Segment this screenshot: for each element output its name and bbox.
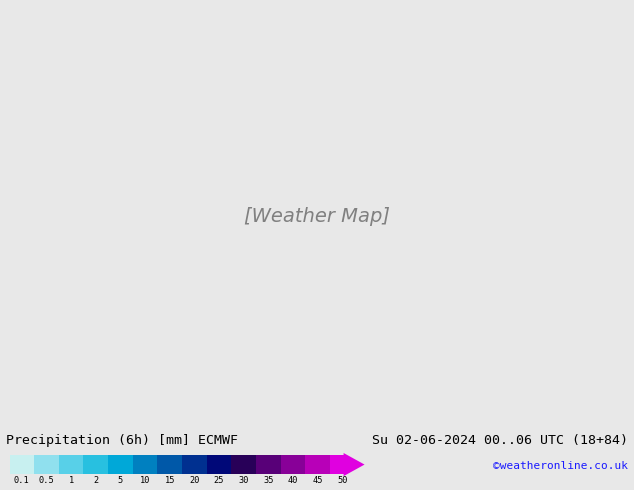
Text: 25: 25 xyxy=(214,475,224,485)
Text: 2: 2 xyxy=(93,475,98,485)
Text: 20: 20 xyxy=(189,475,200,485)
Text: Su 02-06-2024 00..06 UTC (18+84): Su 02-06-2024 00..06 UTC (18+84) xyxy=(372,434,628,447)
Bar xyxy=(207,455,231,474)
Text: [Weather Map]: [Weather Map] xyxy=(244,207,390,225)
Text: Precipitation (6h) [mm] ECMWF: Precipitation (6h) [mm] ECMWF xyxy=(6,434,238,447)
Text: 35: 35 xyxy=(263,475,274,485)
Bar xyxy=(59,455,84,474)
Bar xyxy=(256,455,281,474)
Text: 5: 5 xyxy=(118,475,123,485)
Text: 0.5: 0.5 xyxy=(39,475,55,485)
Bar xyxy=(281,455,306,474)
Bar xyxy=(133,455,157,474)
Text: 30: 30 xyxy=(238,475,249,485)
Bar xyxy=(231,455,256,474)
Bar xyxy=(10,455,34,474)
Bar xyxy=(157,455,182,474)
Bar xyxy=(330,455,344,474)
Text: 15: 15 xyxy=(164,475,175,485)
Bar xyxy=(34,455,59,474)
Text: 10: 10 xyxy=(140,475,150,485)
Bar xyxy=(306,455,330,474)
Polygon shape xyxy=(344,453,365,476)
Text: 45: 45 xyxy=(313,475,323,485)
Text: 0.1: 0.1 xyxy=(14,475,30,485)
Text: 1: 1 xyxy=(68,475,74,485)
Bar xyxy=(182,455,207,474)
Text: 50: 50 xyxy=(337,475,347,485)
Text: 40: 40 xyxy=(288,475,299,485)
Bar xyxy=(84,455,108,474)
Text: ©weatheronline.co.uk: ©weatheronline.co.uk xyxy=(493,461,628,471)
Bar xyxy=(108,455,133,474)
